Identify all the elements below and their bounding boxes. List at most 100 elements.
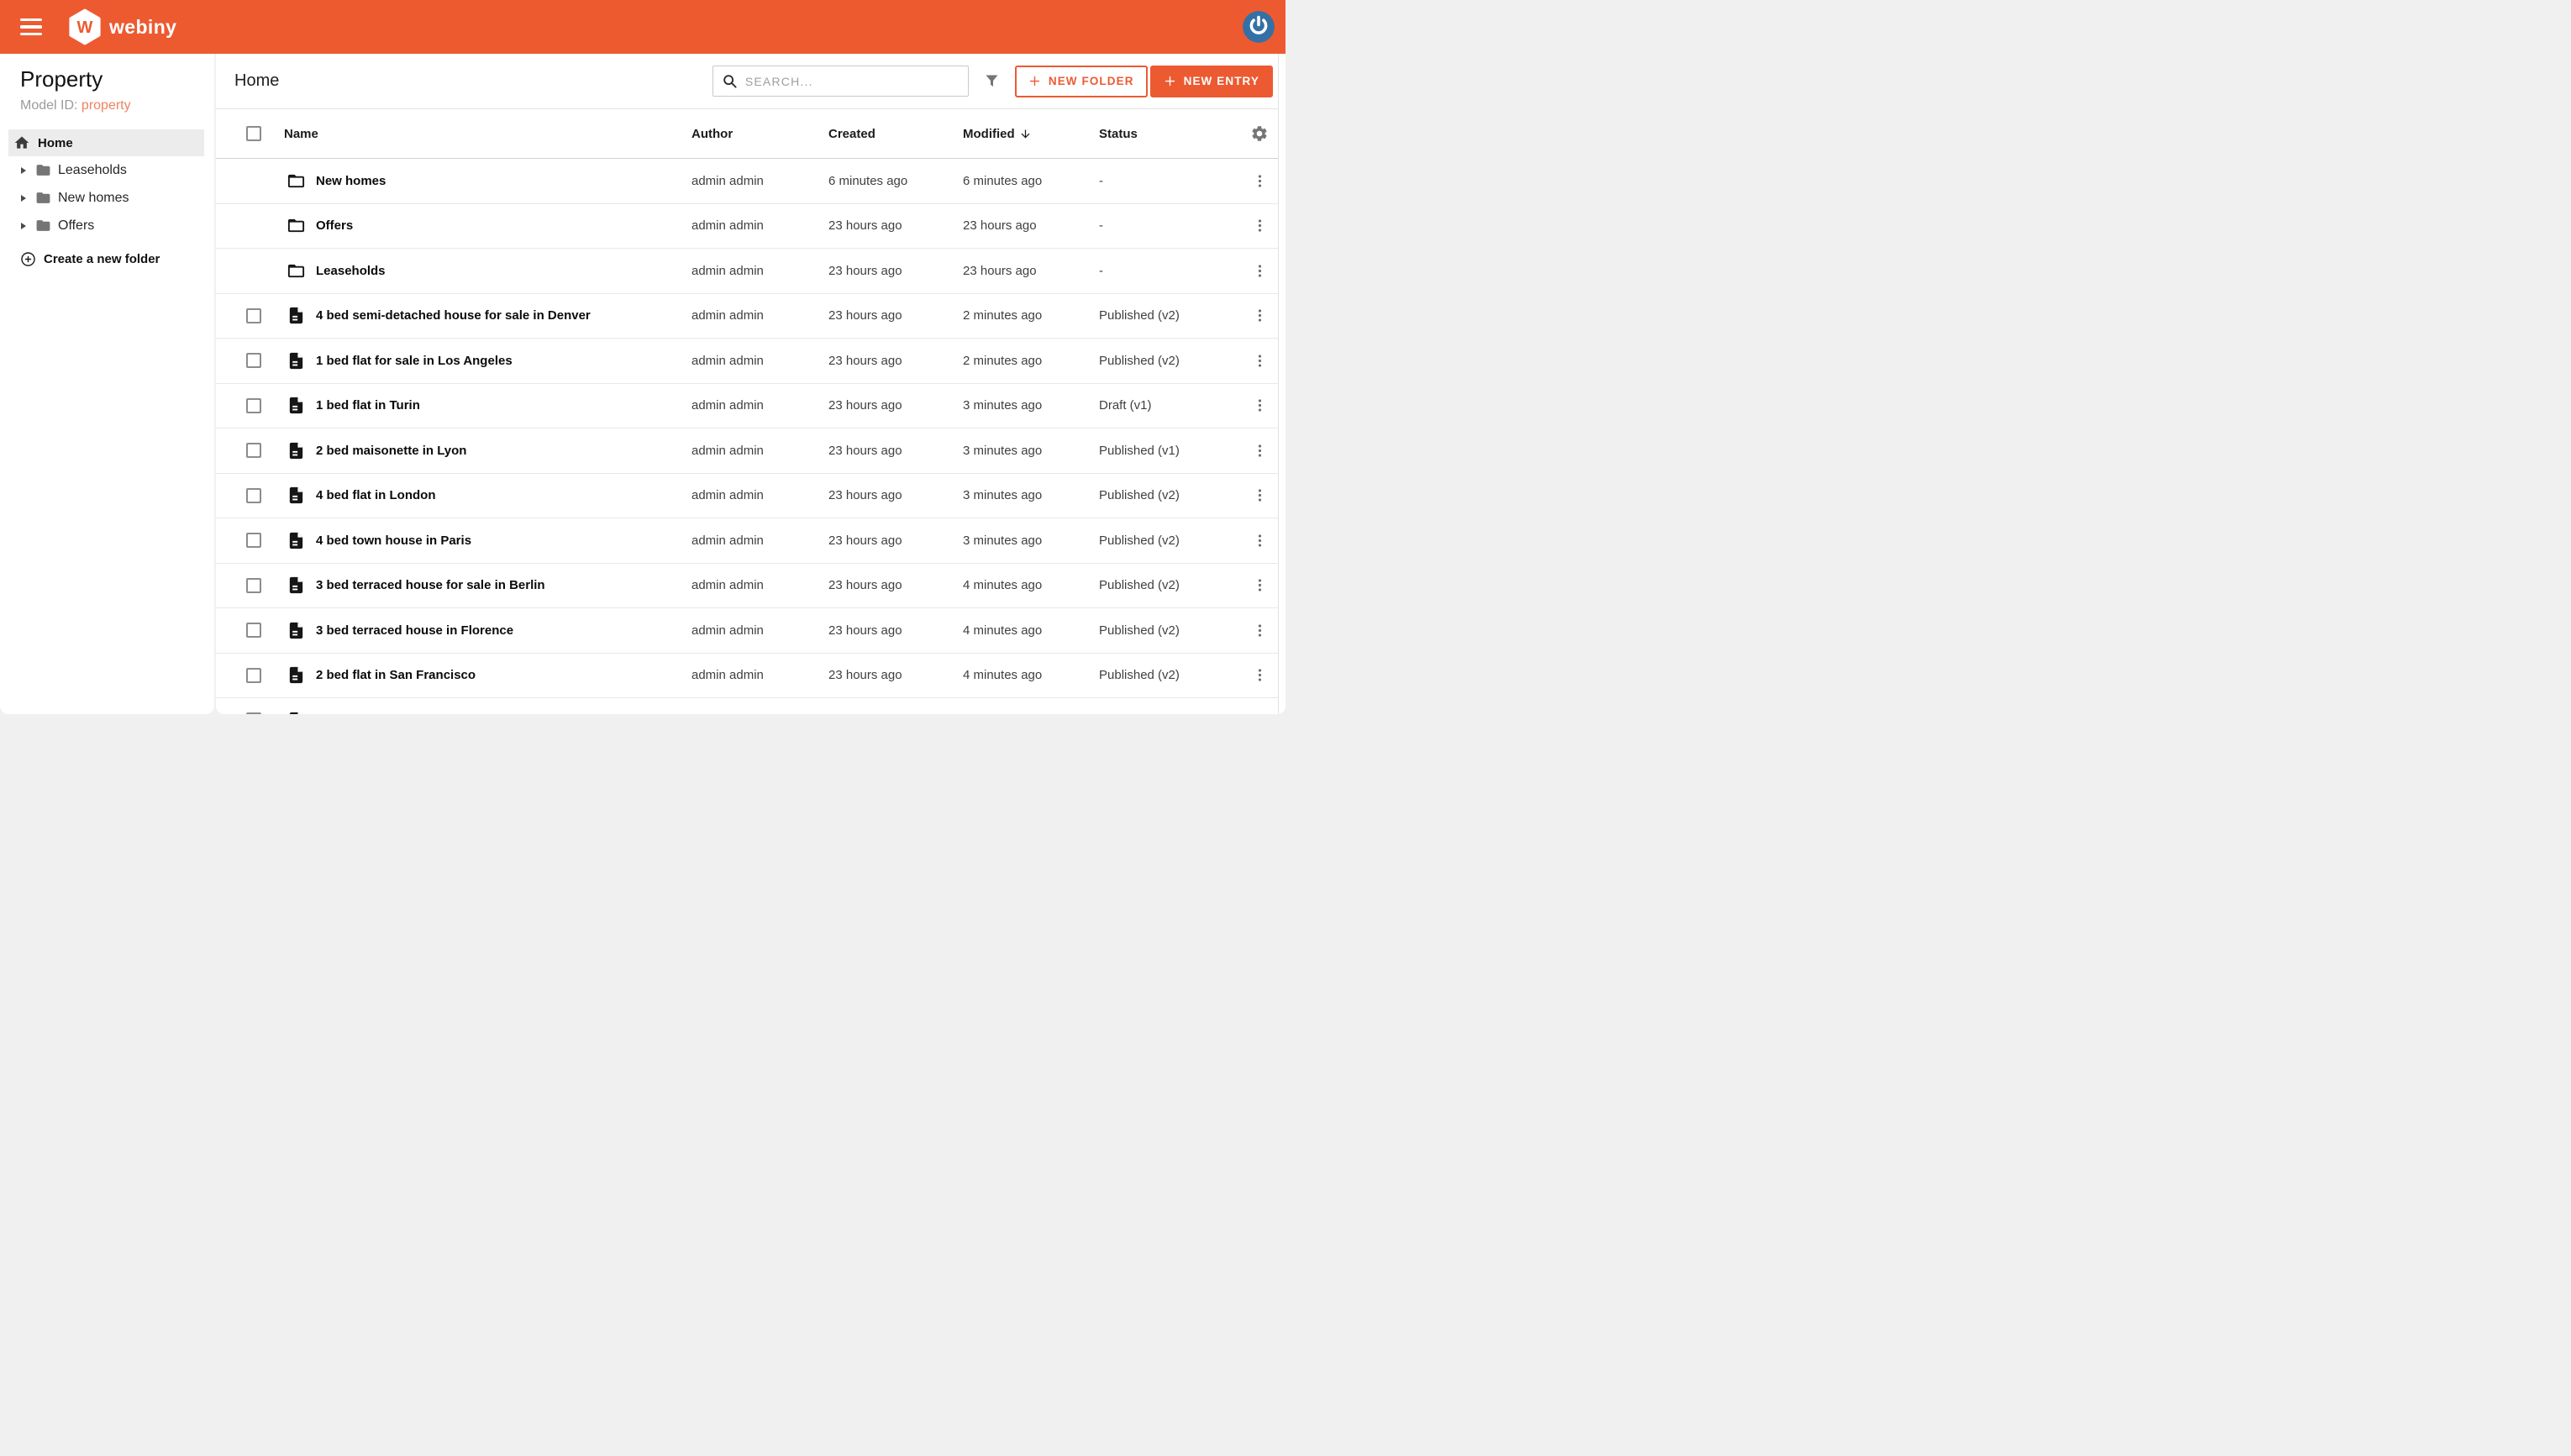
row-status: Published (v1) — [1099, 443, 1180, 458]
user-avatar[interactable] — [1243, 11, 1275, 43]
sidebar-folder-item[interactable]: Leaseholds — [0, 156, 214, 184]
row-name[interactable]: Leaseholds — [316, 263, 386, 278]
row-menu-button[interactable] — [1252, 397, 1268, 413]
row-name[interactable]: 3 bed terraced house in Florence — [316, 623, 514, 638]
table-row[interactable]: 3 bed terraced house in Manchester admin… — [216, 698, 1286, 714]
caret-right-icon[interactable] — [21, 194, 26, 202]
row-name[interactable]: 1 bed flat for sale in Los Angeles — [316, 353, 513, 368]
sidebar-folder-item[interactable]: Offers — [0, 212, 214, 239]
row-status: Published (v2) — [1099, 623, 1180, 638]
column-header-modified[interactable]: Modified — [963, 127, 1099, 141]
row-menu-button[interactable] — [1252, 263, 1268, 279]
row-name[interactable]: 4 bed town house in Paris — [316, 533, 472, 548]
row-created: 23 hours ago — [828, 578, 902, 593]
model-id: Model ID: property — [20, 98, 214, 113]
search-box — [712, 66, 969, 97]
table-row[interactable]: 3 bed terraced house for sale in Berlin … — [216, 563, 1286, 608]
caret-right-icon[interactable] — [21, 222, 26, 229]
row-menu-button[interactable] — [1252, 533, 1268, 549]
table-row[interactable]: 1 bed flat in Turin admin admin 23 hours… — [216, 383, 1286, 428]
row-menu-button[interactable] — [1252, 353, 1268, 369]
row-menu-button[interactable] — [1252, 307, 1268, 323]
new-entry-button[interactable]: NEW ENTRY — [1149, 65, 1273, 97]
sidebar-folder-list: Leaseholds New homes Offers — [0, 156, 214, 239]
row-modified: 23 hours ago — [963, 218, 1037, 234]
row-created: 23 hours ago — [828, 443, 902, 458]
row-menu-button[interactable] — [1252, 218, 1268, 234]
row-status: Draft (v1) — [1099, 713, 1233, 714]
column-header-status[interactable]: Status — [1099, 126, 1138, 141]
document-icon — [287, 306, 306, 325]
table-row[interactable]: 4 bed semi-detached house for sale in De… — [216, 293, 1286, 339]
row-menu-button[interactable] — [1252, 173, 1268, 189]
model-id-value[interactable]: property — [81, 98, 131, 113]
table-row[interactable]: 1 bed flat for sale in Los Angeles admin… — [216, 339, 1286, 384]
row-menu-button[interactable] — [1252, 623, 1268, 639]
row-checkbox[interactable] — [246, 307, 261, 323]
plus-icon — [1029, 76, 1040, 87]
table-row[interactable]: New homes admin admin 6 minutes ago 6 mi… — [216, 159, 1286, 204]
caret-right-icon[interactable] — [21, 166, 26, 174]
table-row[interactable]: 4 bed flat in London admin admin 23 hour… — [216, 473, 1286, 518]
row-created: 23 hours ago — [828, 353, 902, 368]
table-row[interactable]: Leaseholds admin admin 23 hours ago 23 h… — [216, 249, 1286, 294]
row-status: - — [1099, 173, 1103, 188]
row-checkbox[interactable] — [246, 712, 261, 714]
row-status: Published (v2) — [1099, 668, 1180, 683]
row-created: 23 hours ago — [828, 713, 963, 714]
column-header-author[interactable]: Author — [691, 126, 733, 141]
row-name[interactable]: 3 bed terraced house in Manchester — [316, 713, 531, 714]
row-status: - — [1099, 218, 1103, 234]
menu-hamburger-icon[interactable] — [20, 18, 42, 35]
row-modified: 23 hours ago — [963, 263, 1037, 278]
row-modified: 3 minutes ago — [963, 533, 1043, 548]
row-author: admin admin — [691, 263, 764, 278]
row-name[interactable]: 2 bed flat in San Francisco — [316, 668, 476, 683]
row-menu-button[interactable] — [1252, 667, 1268, 683]
column-header-created[interactable]: Created — [828, 126, 875, 141]
row-menu-button[interactable] — [1252, 577, 1268, 593]
table-row[interactable]: 4 bed town house in Paris admin admin 23… — [216, 518, 1286, 564]
search-input[interactable] — [744, 74, 960, 88]
row-name[interactable]: 1 bed flat in Turin — [316, 398, 420, 413]
select-all-checkbox[interactable] — [246, 126, 261, 141]
row-name[interactable]: Offers — [316, 218, 354, 234]
filter-button[interactable] — [983, 72, 1001, 90]
row-menu-button[interactable] — [1252, 443, 1268, 459]
row-name[interactable]: 2 bed maisonette in Lyon — [316, 443, 467, 458]
row-menu-button[interactable] — [1252, 487, 1268, 503]
row-created: 23 hours ago — [828, 668, 902, 683]
kebab-menu-icon — [1258, 669, 1261, 681]
table-row[interactable]: 3 bed terraced house in Florence admin a… — [216, 608, 1286, 654]
folder-tree: Home Leaseholds New homes Offers Create … — [0, 129, 214, 267]
row-name[interactable]: New homes — [316, 173, 386, 188]
row-name[interactable]: 4 bed semi-detached house for sale in De… — [316, 308, 591, 323]
table-row[interactable]: Offers admin admin 23 hours ago 23 hours… — [216, 203, 1286, 249]
table-row[interactable]: 2 bed flat in San Francisco admin admin … — [216, 653, 1286, 698]
sidebar-item-home[interactable]: Home — [8, 129, 204, 156]
column-header-name[interactable]: Name — [284, 126, 318, 141]
row-checkbox[interactable] — [246, 533, 261, 549]
row-modified: 4 minutes ago — [963, 578, 1043, 593]
row-checkbox[interactable] — [246, 487, 261, 503]
row-created: 23 hours ago — [828, 533, 902, 548]
row-checkbox[interactable] — [246, 353, 261, 369]
row-name[interactable]: 3 bed terraced house for sale in Berlin — [316, 578, 545, 593]
table-settings-button[interactable] — [1250, 124, 1269, 143]
folder-icon — [287, 171, 306, 191]
row-modified: 3 minutes ago — [963, 398, 1043, 413]
row-checkbox[interactable] — [246, 443, 261, 459]
row-name[interactable]: 4 bed flat in London — [316, 488, 436, 503]
row-checkbox[interactable] — [246, 577, 261, 593]
vertical-scrollbar[interactable] — [1278, 54, 1286, 714]
row-checkbox[interactable] — [246, 667, 261, 683]
row-checkbox[interactable] — [246, 623, 261, 639]
sidebar-folder-item[interactable]: New homes — [0, 184, 214, 212]
row-menu-button[interactable] — [1252, 712, 1268, 714]
create-new-folder-button[interactable]: Create a new folder — [20, 251, 214, 267]
kebab-menu-icon — [1258, 399, 1261, 412]
new-folder-button[interactable]: NEW FOLDER — [1014, 65, 1148, 97]
plus-icon — [1165, 76, 1175, 87]
row-checkbox[interactable] — [246, 397, 261, 413]
table-row[interactable]: 2 bed maisonette in Lyon admin admin 23 … — [216, 428, 1286, 474]
